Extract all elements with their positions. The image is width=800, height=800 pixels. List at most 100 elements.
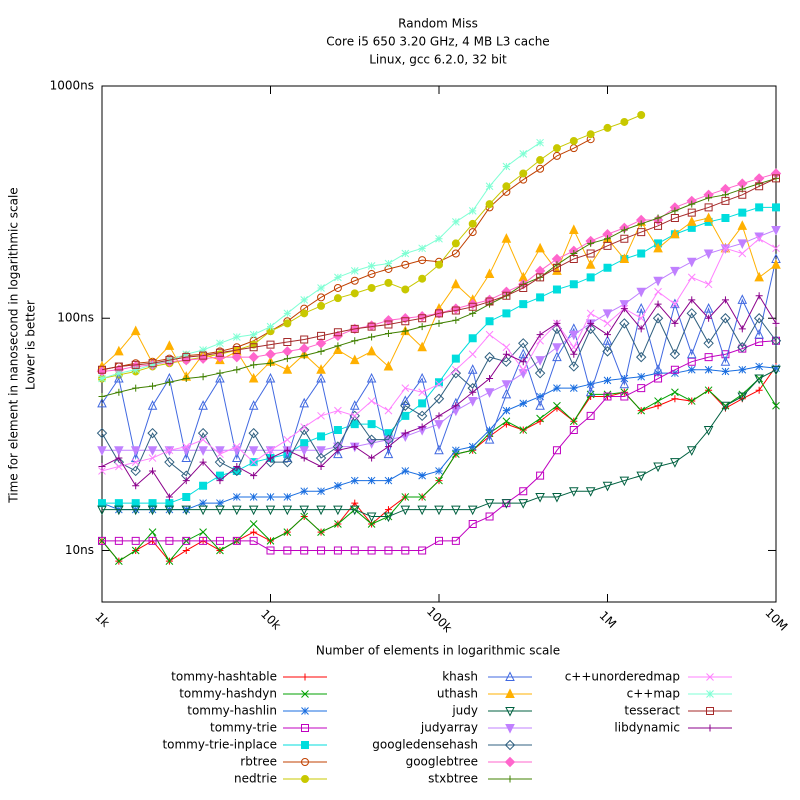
marker xyxy=(671,388,679,397)
marker xyxy=(653,364,663,374)
marker xyxy=(130,465,141,477)
marker xyxy=(754,271,764,282)
marker xyxy=(435,234,443,243)
marker xyxy=(282,364,293,374)
marker xyxy=(755,292,763,300)
marker xyxy=(300,439,309,448)
marker xyxy=(149,467,157,475)
legend-label: tommy-hashlin xyxy=(187,704,277,718)
marker xyxy=(670,228,680,239)
marker xyxy=(451,354,460,363)
legend-label: tommy-hashtable xyxy=(171,670,277,684)
marker xyxy=(114,505,124,516)
marker xyxy=(148,359,157,368)
marker xyxy=(283,528,292,536)
marker xyxy=(165,378,173,386)
marker xyxy=(721,244,730,253)
marker xyxy=(148,499,157,508)
marker xyxy=(738,208,747,217)
marker xyxy=(114,362,123,371)
marker xyxy=(772,364,780,372)
marker xyxy=(233,366,241,374)
marker xyxy=(182,477,190,485)
x-axis-title: Number of elements in logarithmic scale xyxy=(316,644,560,658)
marker xyxy=(349,400,360,410)
marker xyxy=(653,462,663,473)
marker xyxy=(283,435,292,444)
marker xyxy=(435,380,443,389)
marker xyxy=(585,487,596,497)
marker xyxy=(349,505,360,516)
marker xyxy=(266,537,275,545)
marker xyxy=(451,505,461,516)
marker xyxy=(418,546,427,555)
y-tick-label: 1000ns xyxy=(50,79,94,93)
marker xyxy=(467,505,478,516)
marker xyxy=(654,374,663,383)
marker xyxy=(349,354,360,365)
marker xyxy=(367,322,376,331)
marker xyxy=(98,462,106,470)
marker xyxy=(98,536,106,545)
marker xyxy=(603,319,612,328)
chart-title: Random Miss xyxy=(398,17,478,31)
legend-marker xyxy=(506,775,514,783)
marker xyxy=(451,446,460,455)
legend-marker xyxy=(301,690,309,698)
marker xyxy=(248,400,259,410)
marker xyxy=(536,293,545,302)
marker xyxy=(553,384,561,393)
marker xyxy=(216,546,224,555)
marker xyxy=(299,505,310,516)
marker xyxy=(198,400,208,410)
marker xyxy=(603,392,612,401)
marker xyxy=(132,482,140,490)
marker xyxy=(688,296,696,304)
marker xyxy=(670,298,680,309)
marker xyxy=(418,244,427,253)
marker xyxy=(553,401,561,410)
marker xyxy=(737,342,748,353)
marker xyxy=(199,373,207,381)
marker xyxy=(334,446,342,454)
marker xyxy=(435,309,443,318)
legend-label: khash xyxy=(442,670,478,684)
marker xyxy=(317,487,325,496)
marker xyxy=(400,505,411,516)
marker xyxy=(333,283,342,292)
marker xyxy=(502,417,511,426)
marker xyxy=(670,365,679,374)
legend-marker xyxy=(706,690,714,698)
marker xyxy=(316,372,326,383)
marker xyxy=(654,402,662,410)
marker xyxy=(401,384,410,393)
marker xyxy=(737,220,748,230)
marker xyxy=(519,399,528,408)
marker xyxy=(199,346,207,354)
marker xyxy=(265,372,276,383)
marker xyxy=(585,386,596,397)
marker xyxy=(502,291,511,300)
marker xyxy=(552,151,561,160)
marker xyxy=(721,367,730,376)
marker xyxy=(468,219,477,228)
y-tick-label: 100ns xyxy=(57,311,94,325)
marker xyxy=(485,426,494,434)
marker xyxy=(721,214,730,223)
marker xyxy=(754,329,764,339)
marker xyxy=(132,384,140,392)
legend-label: tommy-hashdyn xyxy=(179,687,277,701)
marker xyxy=(553,319,561,327)
legend-marker xyxy=(706,707,714,715)
marker xyxy=(131,536,140,545)
marker xyxy=(215,536,224,545)
legend-label: tesseract xyxy=(624,704,680,718)
marker xyxy=(367,262,376,270)
marker xyxy=(518,499,529,509)
marker xyxy=(653,242,663,253)
marker xyxy=(216,339,224,348)
marker xyxy=(367,476,376,485)
marker xyxy=(300,309,309,318)
marker xyxy=(468,206,477,215)
